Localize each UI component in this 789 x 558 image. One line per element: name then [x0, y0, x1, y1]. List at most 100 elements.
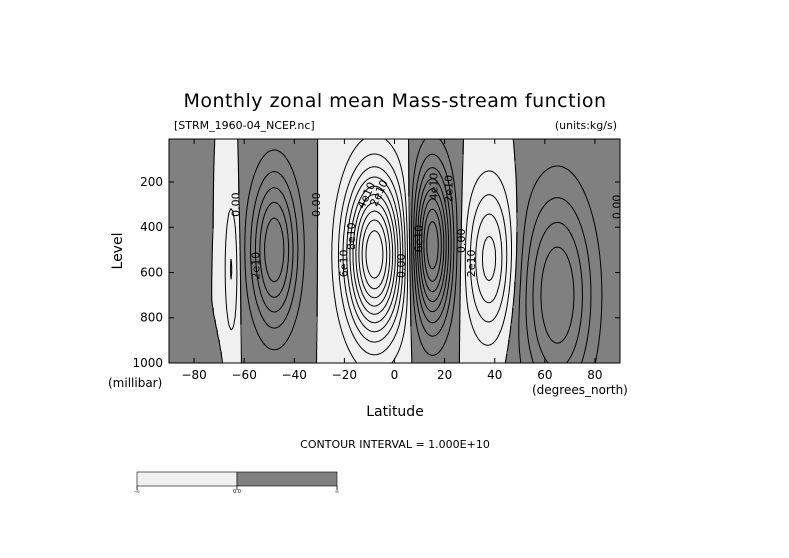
- positive-shade-strip: [240, 274, 318, 277]
- positive-shade-strip: [169, 334, 218, 337]
- positive-shade-strip: [514, 288, 620, 291]
- positive-shade-strip: [410, 286, 460, 289]
- positive-shade-strip: [238, 144, 318, 147]
- positive-shade-strip: [238, 140, 318, 143]
- positive-shade-strip: [240, 316, 316, 319]
- positive-shade-strip: [169, 280, 212, 283]
- positive-shade-strip: [169, 232, 212, 235]
- positive-shade-strip: [169, 188, 214, 191]
- positive-shade-strip: [410, 324, 460, 327]
- positive-shade-strip: [169, 218, 214, 221]
- positive-shade-strip: [408, 170, 462, 173]
- positive-shade-strip: [516, 270, 620, 273]
- positive-shade-strip: [408, 176, 462, 179]
- positive-shade-strip: [516, 170, 620, 173]
- positive-shade-strip: [240, 262, 318, 265]
- positive-shade-strip: [512, 310, 620, 313]
- positive-shade-strip: [518, 228, 620, 231]
- positive-shade-strip: [516, 254, 620, 257]
- positive-shade-strip: [240, 278, 318, 281]
- positive-shade-strip: [410, 218, 462, 221]
- positive-shade-strip: [410, 282, 460, 285]
- positive-shade-strip: [510, 338, 620, 341]
- positive-shade-strip: [514, 148, 620, 151]
- positive-shade-strip: [408, 156, 462, 159]
- positive-shade-strip: [169, 270, 212, 273]
- positive-shade-strip: [242, 344, 316, 347]
- contour-label: 0.00: [310, 192, 323, 217]
- positive-shade-strip: [242, 336, 316, 339]
- positive-shade-strip: [238, 158, 318, 161]
- positive-shade-strip: [516, 264, 620, 267]
- positive-shade-strip: [240, 224, 318, 227]
- positive-shade-strip: [240, 244, 318, 247]
- x-tick-label: −60: [232, 368, 257, 382]
- positive-shade-strip: [516, 204, 620, 207]
- positive-shade-strip: [169, 196, 214, 199]
- positive-shade-strip: [410, 322, 460, 325]
- positive-shade-strip: [240, 284, 318, 287]
- positive-shade-strip: [410, 244, 460, 247]
- positive-shade-strip: [240, 216, 318, 219]
- positive-shade-strip: [412, 332, 460, 335]
- positive-shade-strip: [242, 360, 316, 363]
- contour-label: 8e10: [345, 222, 358, 250]
- positive-shade-strip: [169, 358, 222, 361]
- positive-shade-strip: [238, 154, 318, 157]
- positive-shade-strip: [410, 214, 462, 217]
- positive-shade-strip: [169, 238, 212, 241]
- positive-shade-strip: [516, 178, 620, 181]
- positive-shade-strip: [240, 286, 318, 289]
- positive-shade-strip: [240, 208, 318, 211]
- positive-shade-strip: [412, 346, 460, 349]
- positive-shade-strip: [240, 264, 318, 267]
- positive-shade-strip: [510, 326, 620, 329]
- positive-shade-strip: [412, 354, 460, 357]
- positive-shade-strip: [514, 140, 620, 143]
- contour-label: 0.00: [230, 192, 243, 217]
- positive-shade-strip: [240, 214, 318, 217]
- positive-shade-strip: [238, 180, 318, 183]
- positive-shade-strip: [410, 208, 462, 211]
- positive-shade-strip: [410, 216, 462, 219]
- contour-lines: [197, 139, 603, 363]
- positive-shade-strip: [169, 288, 212, 291]
- positive-shade-strip: [516, 180, 620, 183]
- positive-shade-strip: [410, 204, 462, 207]
- positive-shade-strip: [508, 342, 620, 345]
- contour-label: 4e10: [428, 173, 441, 201]
- positive-shade-strip: [242, 338, 316, 341]
- positive-shade-strip: [169, 216, 214, 219]
- positive-shade-strip: [412, 336, 460, 339]
- positive-shade-strip: [169, 258, 212, 261]
- positive-shade-strip: [242, 354, 316, 357]
- positive-shade-strip: [408, 174, 462, 177]
- positive-shade-strip: [410, 248, 460, 251]
- positive-shade-strip: [506, 360, 620, 363]
- positive-shade-strip: [169, 322, 216, 325]
- positive-shade-strip: [240, 282, 318, 285]
- positive-shade-strip: [410, 294, 460, 297]
- positive-shade-strip: [242, 332, 316, 335]
- positive-shade-strip: [408, 166, 462, 169]
- positive-shade-strip: [242, 348, 316, 351]
- units-label: (units:kg/s): [555, 119, 617, 132]
- positive-shade-strip: [169, 208, 214, 211]
- positive-shade-strip: [169, 348, 220, 351]
- positive-shade-strip: [240, 238, 318, 241]
- positive-shade-strip: [169, 292, 212, 295]
- positive-shade-strip: [408, 158, 462, 161]
- positive-shade-strip: [242, 346, 316, 349]
- positive-shade-strip: [169, 230, 212, 233]
- positive-shade-strip: [169, 254, 212, 257]
- positive-shade-strip: [169, 176, 214, 179]
- positive-shade-strip: [410, 308, 460, 311]
- positive-shade-strip: [169, 166, 214, 169]
- y-tick-label: 400: [140, 220, 163, 234]
- positive-shade-strip: [240, 226, 318, 229]
- positive-shade-strip: [510, 334, 620, 337]
- positive-shade-strip: [516, 272, 620, 275]
- positive-shade-strip: [242, 358, 316, 361]
- positive-shade-strip: [508, 340, 620, 343]
